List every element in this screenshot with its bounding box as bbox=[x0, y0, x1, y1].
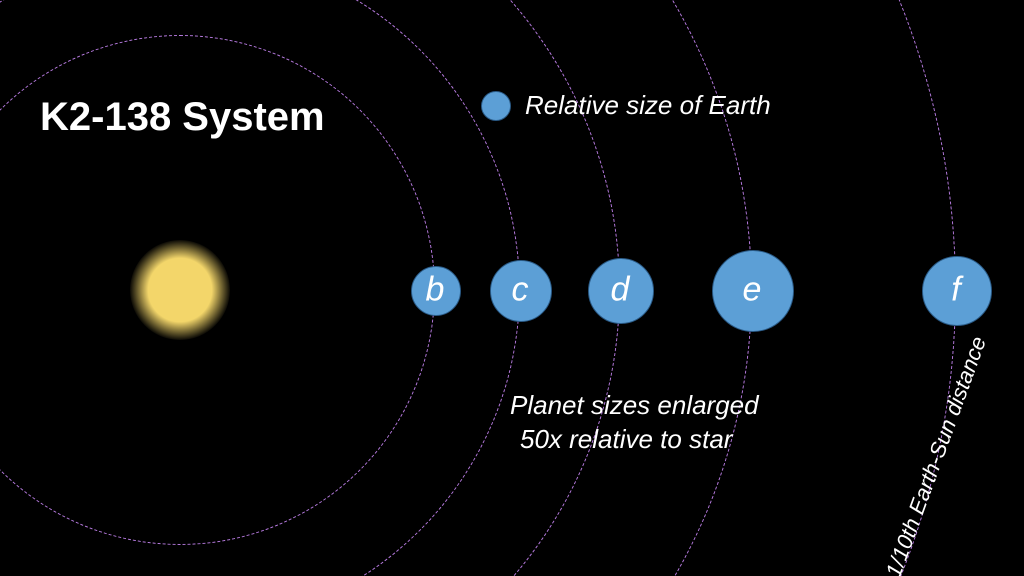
planet-label-b: b bbox=[426, 271, 445, 310]
scale-note-line2: 50x relative to star bbox=[520, 424, 732, 455]
star-core bbox=[150, 260, 210, 320]
planet-label-e: e bbox=[743, 271, 762, 310]
earth-reference bbox=[481, 91, 511, 121]
system-title: K2-138 System bbox=[40, 95, 325, 140]
planet-label-d: d bbox=[611, 271, 630, 310]
earth-reference-label: Relative size of Earth bbox=[525, 90, 771, 121]
diagram-stage: { "title": "K2-138 System", "title_fonts… bbox=[0, 0, 1024, 576]
scale-note-line1: Planet sizes enlarged bbox=[510, 390, 759, 421]
planet-label-f: f bbox=[951, 271, 960, 310]
planet-label-c: c bbox=[512, 271, 529, 310]
